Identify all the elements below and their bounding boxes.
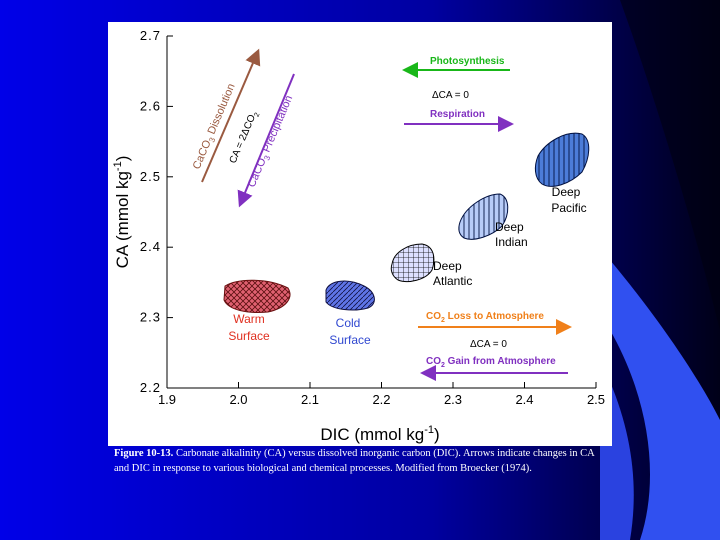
water-mass-deep-indian: Deep Indian: [458, 193, 528, 249]
water-mass-warm-surface: Warm Surface: [223, 279, 291, 343]
x-tick-label: 2.4: [515, 392, 533, 407]
label-co2-loss: CO2 Loss to Atmosphere: [426, 311, 544, 324]
caption-figure-number: Figure 10-13.: [114, 448, 174, 459]
label-pacific-line2: Pacific: [551, 201, 586, 215]
label-atlantic-line1: Deep: [433, 259, 462, 273]
label-indian-line2: Indian: [495, 235, 528, 249]
label-co2-gain: CO2 Gain from Atmosphere: [426, 356, 556, 369]
process-co2-loss: CO2 Loss to Atmosphere: [418, 311, 572, 335]
x-tick-label: 2.3: [444, 392, 462, 407]
y-tick-label: 2.5: [140, 169, 161, 184]
label-warm-line1: Warm: [233, 312, 265, 326]
label-atlantic-line2: Atlantic: [433, 274, 472, 288]
y-tick-label: 2.7: [140, 28, 161, 43]
process-photosynthesis: Photosynthesis: [402, 56, 510, 78]
label-pacific-line1: Deep: [552, 185, 581, 199]
label-photosynthesis: Photosynthesis: [430, 56, 505, 67]
figure-caption: Figure 10-13. Carbonate alkalinity (CA) …: [114, 447, 608, 476]
x-tick-label: 1.9: [158, 392, 176, 407]
water-mass-deep-atlantic: Deep Atlantic: [390, 243, 472, 288]
arrow-caco3-precipitation: [237, 73, 295, 208]
x-axis-title: DIC (mmol kg-1): [320, 424, 439, 444]
x-tick-label: 2.2: [372, 392, 390, 407]
water-mass-cold-surface: Cold Surface: [325, 280, 375, 347]
label-cold-line2: Surface: [329, 333, 371, 347]
y-tick-label: 2.2: [140, 380, 161, 395]
x-tick-label: 2.1: [301, 392, 319, 407]
label-warm-line2: Surface: [228, 329, 270, 343]
process-respiration: Respiration: [404, 109, 514, 132]
y-tick-label: 2.3: [140, 310, 161, 325]
panel-background: [108, 22, 612, 446]
label-respiration: Respiration: [430, 109, 485, 120]
label-indian-line1: Deep: [495, 220, 524, 234]
water-mass-deep-pacific: Deep Pacific: [534, 132, 590, 215]
x-tick-label: 2.5: [587, 392, 605, 407]
arrow-caco3-dissolution: [201, 48, 261, 183]
label-delta-ca-bottom: ΔCA = 0: [470, 339, 507, 350]
process-co2-gain: CO2 Gain from Atmosphere: [420, 356, 568, 381]
chart-panel: 1.9 2.0 2.1 2.2 2.3 2.4 2.5 2.2 2.3 2.4 2.5 2.6 2.7…: [108, 22, 612, 446]
caption-text: Carbonate alkalinity (CA) versus dissolv…: [114, 448, 595, 474]
y-tick-label: 2.6: [140, 98, 161, 113]
y-tick-label: 2.4: [140, 239, 161, 254]
label-delta-ca-top: ΔCA = 0: [432, 90, 469, 101]
label-cold-line1: Cold: [336, 316, 361, 330]
x-tick-label: 2.0: [229, 392, 247, 407]
y-axis-title: CA (mmol kg-1): [112, 156, 132, 269]
